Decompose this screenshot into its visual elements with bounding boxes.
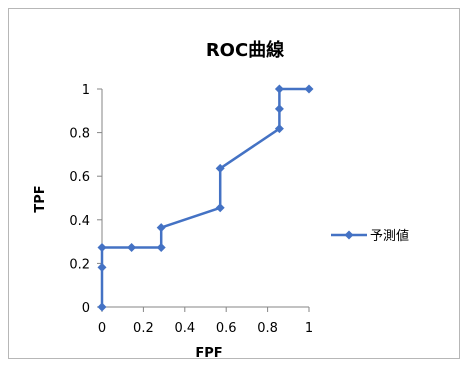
y-axis-title: TPF [33, 185, 48, 212]
legend-diamond-icon [344, 230, 354, 240]
data-point-marker [274, 104, 284, 114]
x-tick-label: 0.4 [174, 321, 195, 336]
roc-chart: ROC曲線 FPF TPF 0 0.2 0.4 0.6 0.8 1 0 0.2 0.4 0.6 0.… [33, 39, 409, 358]
y-tick-label: 0.2 [69, 257, 90, 272]
series-layer [97, 84, 314, 312]
x-tick-label: 1 [305, 321, 313, 336]
x-tick-label: 0.2 [133, 321, 154, 336]
data-point-marker [156, 223, 166, 233]
data-point-marker [97, 302, 107, 312]
series-line [100, 87, 309, 307]
y-tick-label: 1 [82, 83, 90, 98]
data-point-marker [274, 84, 284, 94]
data-point-marker [97, 242, 107, 252]
x-tick-label: 0.8 [257, 321, 278, 336]
data-point-marker [97, 262, 107, 272]
data-point-marker [215, 203, 225, 213]
y-tick-label: 0 [82, 301, 90, 316]
legend-label: 予測値 [370, 228, 409, 244]
x-axis-title: FPF [195, 346, 222, 358]
x-tick-label: 0 [98, 321, 106, 336]
data-point-marker [215, 163, 225, 173]
axes: 0 0.2 0.4 0.6 0.8 1 0 0.2 0.4 0.6 0.8 1 [69, 83, 313, 336]
data-point-marker [274, 124, 284, 134]
data-point-marker [304, 84, 314, 94]
x-tick-label: 0.6 [216, 321, 237, 336]
chart-frame: ROC曲線 FPF TPF 0 0.2 0.4 0.6 0.8 1 0 0.2 0.4 0.6 0.… [8, 8, 460, 359]
y-tick-label: 0.4 [69, 214, 90, 229]
y-tick-label: 0.6 [69, 170, 90, 185]
y-tick-label: 0.8 [69, 127, 90, 142]
data-point-marker [156, 242, 166, 252]
chart-title: ROC曲線 [206, 39, 284, 61]
legend: 予測値 [331, 228, 409, 244]
data-point-marker [127, 242, 137, 252]
